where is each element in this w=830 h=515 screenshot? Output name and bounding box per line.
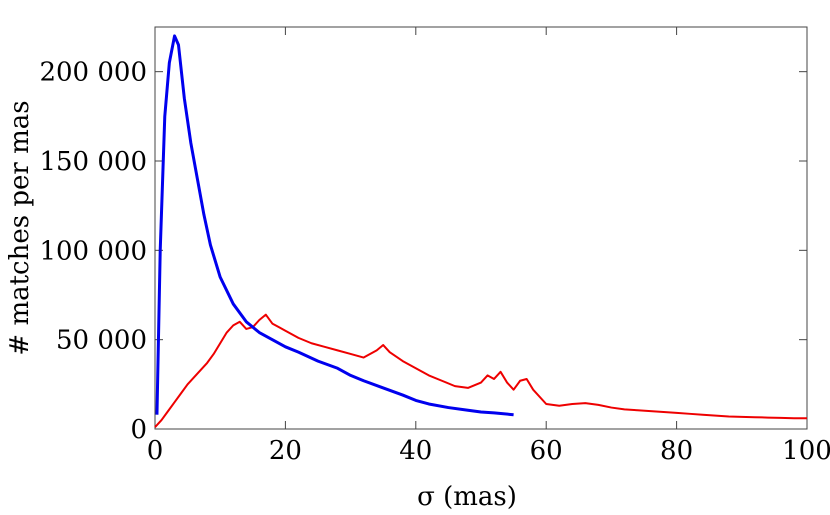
y-tick-label: 0	[130, 415, 147, 445]
x-tick-label: 20	[269, 436, 302, 466]
x-tick-label: 100	[782, 436, 830, 466]
y-tick-label: 50 000	[56, 326, 147, 356]
y-tick-label: 100 000	[39, 236, 147, 266]
x-axis: 0 20 40 60 80 100	[147, 27, 830, 466]
y-tick-label: 150 000	[39, 147, 147, 177]
x-tick-label: 0	[147, 436, 164, 466]
series-layer	[154, 34, 807, 428]
y-axis-title: # matches per mas	[5, 100, 35, 355]
y-axis: 0 50 000 100 000 150 000 200 000	[39, 58, 807, 445]
plot-frame	[154, 26, 808, 430]
series-line	[155, 34, 514, 417]
x-axis-title: σ (mas)	[417, 482, 517, 512]
x-tick-label: 80	[660, 436, 693, 466]
series-line	[154, 313, 807, 428]
x-tick-label: 60	[530, 436, 563, 466]
y-tick-label: 200 000	[39, 58, 147, 88]
x-tick-label: 40	[399, 436, 432, 466]
